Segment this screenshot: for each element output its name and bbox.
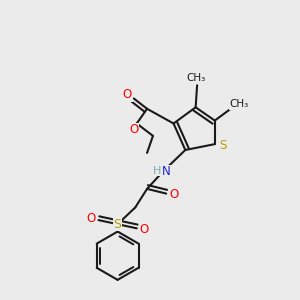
Text: O: O: [86, 212, 95, 225]
Text: S: S: [114, 218, 122, 231]
Text: CH₃: CH₃: [186, 73, 205, 83]
Text: N: N: [162, 165, 171, 178]
Text: O: O: [140, 223, 149, 236]
Text: O: O: [123, 88, 132, 101]
Text: O: O: [129, 124, 138, 136]
Text: O: O: [169, 188, 178, 201]
Text: S: S: [219, 139, 227, 152]
Text: H: H: [153, 166, 161, 176]
Text: CH₃: CH₃: [230, 99, 249, 109]
